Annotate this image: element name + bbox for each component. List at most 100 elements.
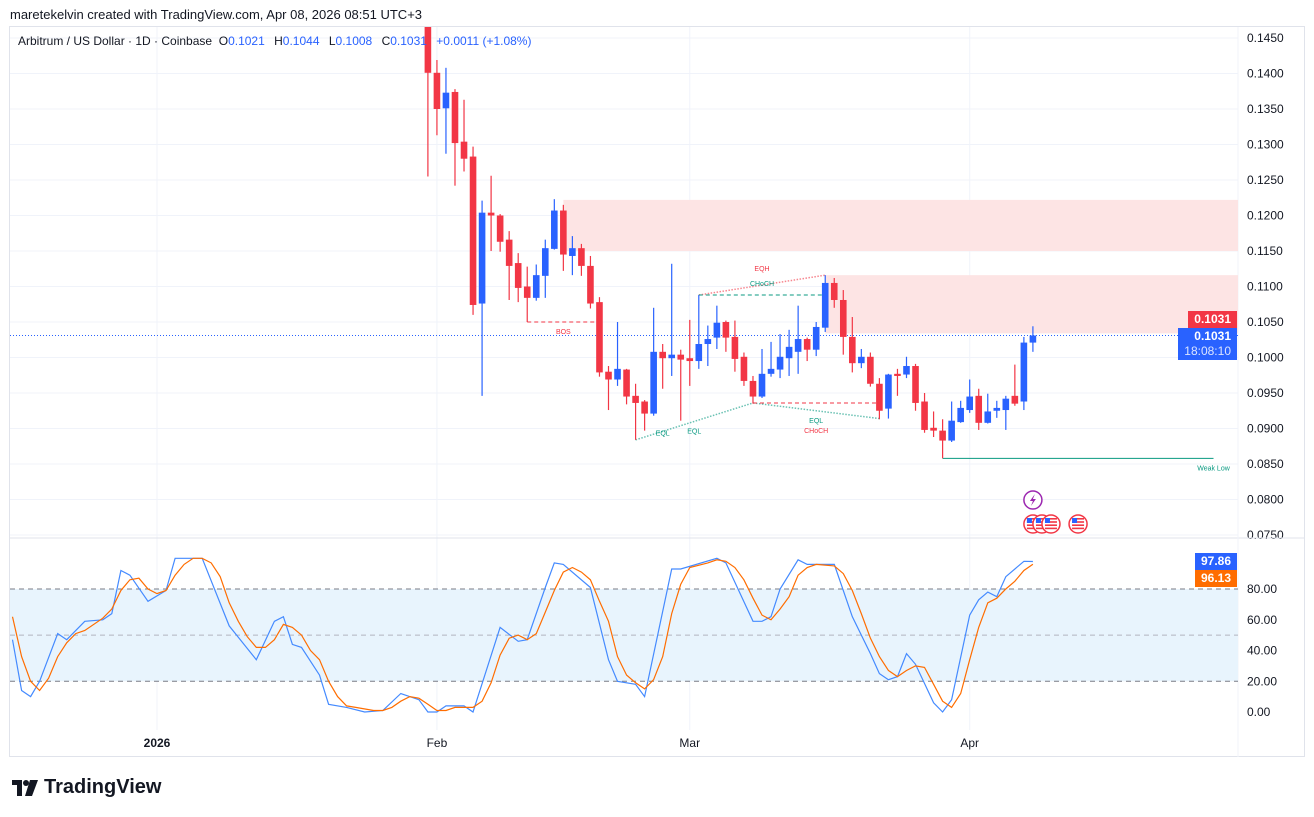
- candle: [650, 307, 657, 416]
- candle: [569, 236, 576, 276]
- high-label: H: [274, 34, 283, 48]
- flag-stripe: [1035, 518, 1048, 520]
- candle: [460, 99, 468, 172]
- candle-body: [587, 265, 594, 304]
- flag-stripe: [1044, 524, 1057, 526]
- close-value: 0.1031: [390, 34, 427, 48]
- candle-body: [478, 212, 486, 304]
- candle-body: [1020, 342, 1028, 402]
- candle-body: [460, 141, 468, 159]
- structure-label: EQH: [754, 266, 769, 273]
- candle-body: [830, 282, 838, 300]
- candle-body: [1002, 398, 1010, 411]
- price-tick-label: 0.0850: [1247, 457, 1284, 471]
- candle: [551, 199, 558, 250]
- candle-body: [514, 263, 522, 288]
- candle-body: [966, 396, 973, 411]
- price-tick-label: 0.1450: [1247, 31, 1284, 45]
- candle: [605, 366, 612, 411]
- candle-body: [668, 354, 676, 359]
- candle-body: [912, 366, 919, 403]
- low-value: 0.1008: [335, 34, 373, 48]
- candle: [487, 175, 495, 251]
- candle-body: [993, 407, 1001, 411]
- candle: [930, 411, 937, 438]
- tradingview-logo[interactable]: TradingView: [12, 776, 161, 799]
- time-tick-label: Apr: [960, 736, 979, 750]
- price-tick-label: 0.1400: [1247, 67, 1284, 81]
- candle: [596, 297, 603, 377]
- candle: [939, 419, 946, 459]
- candle: [776, 334, 784, 379]
- structure-label: BOS: [556, 329, 571, 336]
- high-value: 0.1044: [282, 34, 320, 48]
- candle: [921, 393, 928, 433]
- candle-body: [785, 346, 793, 359]
- candle-body: [704, 339, 712, 345]
- event-circle: [1041, 514, 1061, 534]
- structure-line: [698, 274, 826, 296]
- candle: [713, 305, 721, 349]
- candle: [749, 375, 757, 404]
- chart-frame: [9, 26, 1305, 757]
- candle: [505, 231, 513, 300]
- candle-body: [930, 427, 937, 431]
- structure-label: CHoCH: [750, 281, 774, 288]
- candle: [623, 368, 630, 405]
- candle-body: [867, 356, 874, 384]
- candle: [876, 378, 883, 420]
- candle-body: [596, 302, 603, 373]
- candle-body: [858, 356, 865, 364]
- candle: [885, 373, 892, 419]
- open-value: 0.1021: [228, 34, 265, 48]
- osc-tick-label: 20.00: [1247, 674, 1277, 688]
- candle: [514, 253, 522, 303]
- price-tick-label: 0.1200: [1247, 209, 1284, 223]
- flag-stripe: [1072, 518, 1085, 520]
- osc-tick-label: 80.00: [1247, 582, 1277, 596]
- candle-body: [758, 373, 766, 397]
- candle: [560, 204, 567, 271]
- flag-canton: [1044, 518, 1050, 523]
- candle: [442, 67, 450, 154]
- candle-body: [641, 401, 648, 414]
- candle-body: [1029, 335, 1037, 343]
- flag-canton: [1035, 518, 1041, 523]
- candle: [803, 337, 811, 362]
- candle-body: [821, 282, 829, 328]
- last-price-tag-red: 0.1031: [1188, 311, 1237, 328]
- structure-label: EQL: [656, 431, 670, 438]
- candle-body: [659, 351, 666, 359]
- candle-body: [713, 322, 721, 338]
- candle-body: [939, 430, 946, 441]
- symbol-title[interactable]: Arbitrum / US Dollar · 1D · Coinbase: [18, 34, 213, 48]
- candle: [830, 277, 838, 308]
- candle: [659, 344, 666, 389]
- candle: [433, 60, 441, 136]
- us-flag-icon: [1068, 514, 1088, 534]
- flag-canton: [1072, 518, 1078, 523]
- candle: [858, 348, 865, 369]
- candle-body: [677, 354, 685, 360]
- candle-body: [532, 275, 540, 298]
- candle-body: [560, 210, 567, 255]
- last-price-tag-blue: 0.1031 18:08:10: [1178, 328, 1237, 360]
- candle: [966, 379, 973, 413]
- candle-body: [623, 369, 630, 397]
- candle-body: [894, 373, 901, 376]
- candle: [523, 266, 531, 322]
- candle: [839, 290, 847, 355]
- candle-body: [541, 248, 549, 276]
- candle-body: [903, 366, 910, 375]
- candle: [849, 317, 856, 373]
- candle: [478, 200, 486, 396]
- time-tick-label: Feb: [427, 736, 448, 750]
- candle-body: [487, 212, 495, 216]
- candle: [469, 146, 477, 315]
- price-tick-label: 0.0900: [1247, 422, 1284, 436]
- flag-canton: [1026, 518, 1032, 523]
- candle: [578, 243, 585, 276]
- supply-zone: [825, 275, 1238, 334]
- candle: [758, 348, 766, 398]
